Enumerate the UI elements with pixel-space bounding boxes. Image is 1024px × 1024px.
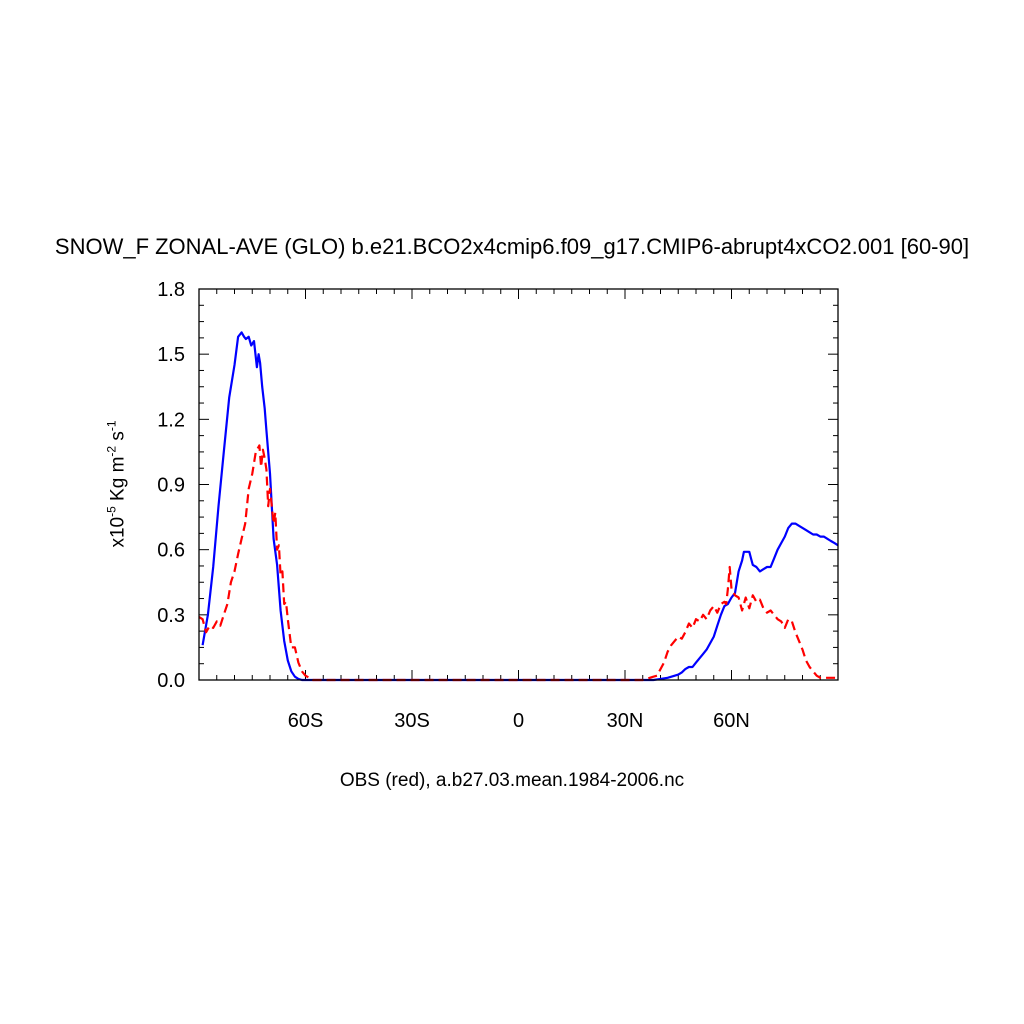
axis-ticks — [199, 288, 839, 681]
x-tick-label: 30S — [394, 710, 430, 732]
x-tick-label: 60N — [713, 710, 750, 732]
y-tick-label: 1.2 — [157, 409, 185, 431]
y-tick-label: 1.5 — [157, 344, 185, 366]
y-tick-label: 0.3 — [157, 605, 185, 627]
footnote: OBS (red), a.b27.03.mean.1984-2006.nc — [339, 770, 685, 791]
y-tick-label: 0.0 — [157, 670, 185, 692]
y-tick-label: 1.8 — [157, 279, 185, 301]
chart-title: SNOW_F ZONAL-AVE (GLO) b.e21.BCO2x4cmip6… — [54, 234, 970, 259]
y-tick-label: 0.6 — [157, 540, 185, 562]
series-line-obs-red — [198, 444, 838, 682]
x-tick-label: 0 — [513, 710, 524, 732]
x-tick-label: 60S — [288, 710, 324, 732]
series-line-model-blue — [201, 331, 839, 682]
plot-frame — [198, 288, 839, 681]
y-tick-label: 0.9 — [157, 475, 185, 497]
series-lines — [198, 331, 839, 682]
tick-labels: 0.0 0.3 0.6 0.9 1.2 1.5 1.8 60S 30S 0 30N 60N — [157, 279, 750, 732]
x-tick-label: 30N — [607, 710, 644, 732]
